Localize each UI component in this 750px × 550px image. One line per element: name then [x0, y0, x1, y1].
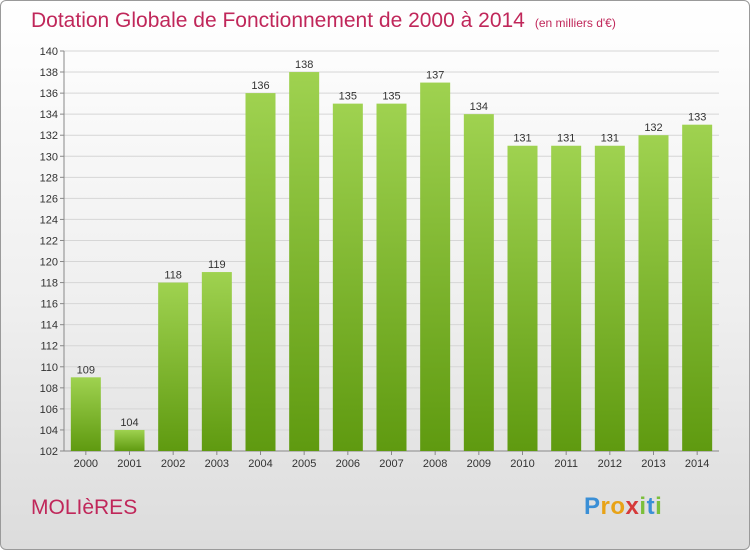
x-tick-label: 2005 [292, 458, 316, 470]
bar-2009 [463, 114, 494, 451]
bar-2008 [420, 82, 451, 451]
logo-letter: i [639, 493, 647, 520]
x-axis-ticks: 2000 2001 2002 2003 2004 2005 2006 2007 2008 2009… [74, 451, 709, 470]
bar-2006 [332, 103, 363, 451]
data-label: 136 [251, 80, 269, 92]
y-tick-label: 108 [40, 383, 58, 395]
y-tick-label: 136 [40, 88, 58, 100]
x-tick-label: 2013 [641, 458, 665, 470]
y-tick-label: 114 [40, 320, 58, 332]
data-label: 131 [601, 133, 619, 145]
x-tick-label: 2008 [423, 458, 447, 470]
y-tick-label: 126 [40, 193, 58, 205]
y-tick-label: 124 [40, 214, 58, 226]
y-tick-label: 110 [40, 362, 58, 374]
x-tick-label: 2009 [467, 458, 491, 470]
bar-2014 [682, 124, 713, 452]
x-tick-label: 2003 [205, 458, 229, 470]
x-tick-label: 2014 [685, 458, 709, 470]
proxiti-logo[interactable]: Proxiti [584, 493, 662, 521]
logo-letter: o [610, 493, 626, 520]
x-tick-label: 2002 [161, 458, 185, 470]
bar-2011 [551, 145, 582, 451]
y-tick-label: 118 [40, 278, 58, 290]
bar-2001 [114, 429, 145, 451]
logo-letter: r [600, 493, 611, 520]
bars: 109 104 118 119 136 138 135 135 137 134 131 131 131 1… [70, 59, 713, 452]
x-tick-label: 2007 [379, 458, 403, 470]
x-tick-label: 2012 [598, 458, 622, 470]
chart-title: Dotation Globale de Fonctionnement de 20… [31, 9, 616, 33]
y-tick-label: 132 [40, 130, 58, 142]
chart-title-text: Dotation Globale de Fonctionnement de 20… [31, 9, 525, 32]
y-tick-label: 106 [40, 404, 58, 416]
data-label: 131 [557, 133, 575, 145]
x-tick-label: 2001 [117, 458, 141, 470]
y-tick-label: 116 [40, 299, 58, 311]
data-label: 109 [77, 364, 95, 376]
data-label: 135 [339, 91, 357, 103]
y-tick-label: 112 [40, 341, 58, 353]
data-label: 133 [688, 112, 706, 124]
logo-letter: i [655, 493, 663, 520]
x-tick-label: 2006 [336, 458, 360, 470]
data-label: 138 [295, 59, 313, 71]
data-label: 134 [470, 101, 488, 113]
logo-letter: x [625, 493, 640, 520]
y-tick-label: 104 [40, 425, 58, 437]
y-tick-label: 128 [40, 172, 58, 184]
bar-2002 [158, 282, 189, 451]
bar-2007 [376, 103, 407, 451]
bar-2012 [594, 145, 625, 451]
x-tick-label: 2000 [74, 458, 98, 470]
bar-2010 [507, 145, 538, 451]
logo-letter: t [646, 493, 656, 520]
y-tick-label: 122 [40, 235, 58, 247]
bar-2000 [70, 377, 101, 451]
x-tick-label: 2004 [248, 458, 272, 470]
y-tick-label: 120 [40, 257, 58, 269]
bar-2013 [638, 135, 669, 452]
bar-2003 [201, 272, 232, 451]
data-label: 119 [208, 259, 226, 271]
y-tick-label: 130 [40, 151, 58, 163]
y-tick-label: 140 [40, 46, 58, 58]
town-name: MOLIèRES [31, 496, 138, 519]
bar-2005 [289, 72, 320, 451]
data-label: 118 [164, 270, 182, 282]
data-label: 135 [382, 91, 400, 103]
logo-letter: P [584, 493, 601, 520]
y-tick-label: 138 [40, 67, 58, 79]
y-tick-label: 134 [40, 109, 58, 121]
data-label: 131 [513, 133, 531, 145]
x-tick-label: 2011 [554, 458, 578, 470]
data-label: 137 [426, 70, 444, 82]
x-tick-label: 2010 [510, 458, 534, 470]
data-label: 132 [644, 122, 662, 134]
chart-subtitle: (en milliers d'€) [534, 16, 616, 30]
bar-2004 [245, 93, 276, 452]
y-tick-label: 102 [40, 446, 58, 458]
data-label: 104 [120, 417, 138, 429]
